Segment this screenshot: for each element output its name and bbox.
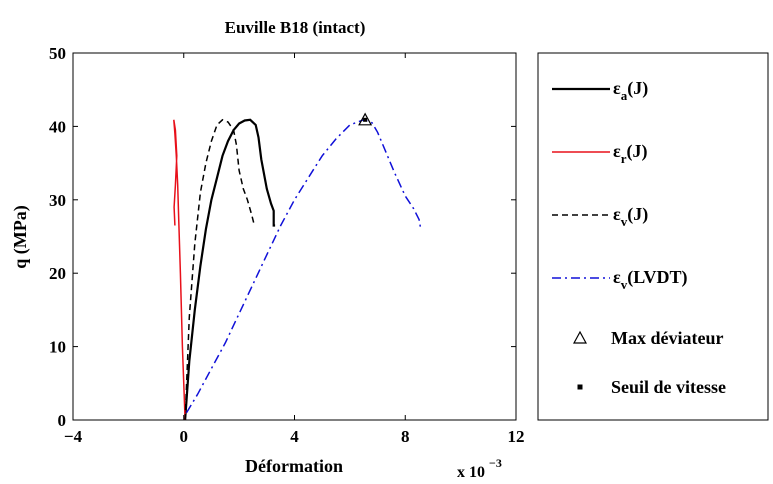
x-axis-label: Déformation (245, 456, 343, 476)
legend-subscript: v (621, 214, 628, 229)
x-tick-label: 8 (401, 427, 410, 446)
x-multiplier-exponent: −3 (489, 456, 502, 470)
legend-subscript: v (621, 277, 628, 292)
legend-symbol: ε (613, 78, 621, 98)
y-tick-label: 30 (49, 191, 66, 210)
legend-symbol: ε (613, 141, 621, 161)
legend-marker-seuil (577, 384, 583, 390)
legend-subscript: a (621, 88, 628, 103)
legend-label-evl: εv(LVDT) (613, 267, 688, 292)
legend-subscript: r (621, 151, 627, 166)
legend-suffix: (J) (627, 204, 648, 225)
x-tick-label: 0 (180, 427, 189, 446)
plot-area (72, 52, 517, 421)
series-line-evl (185, 119, 422, 414)
series-line-ev (184, 118, 256, 421)
x-tick-label: 12 (508, 427, 525, 446)
y-tick-label: 0 (58, 411, 67, 430)
x-tick-label: 4 (290, 427, 299, 446)
legend-symbol: ε (613, 267, 621, 287)
series-line-er (173, 119, 186, 421)
x-tick-label: −4 (64, 427, 83, 446)
y-tick-label: 50 (49, 44, 66, 63)
legend-suffix: (J) (627, 78, 648, 99)
y-tick-label: 10 (49, 338, 66, 357)
legend-label-ea: εa(J) (613, 78, 648, 103)
legend-label-ev: εv(J) (613, 204, 648, 229)
legend: εa(J)εr(J)εv(J)εv(LVDT)Max déviateurSeui… (552, 78, 726, 397)
legend-label-max: Max déviateur (611, 328, 723, 348)
legend-symbol: ε (613, 204, 621, 224)
x-multiplier-base: x 10 (457, 464, 485, 481)
legend-box (537, 52, 769, 421)
legend-suffix: (LVDT) (627, 267, 687, 288)
legend-label-seuil: Seuil de vitesse (611, 377, 726, 397)
y-tick-label: 40 (49, 117, 66, 136)
x-multiplier: x 10 −3 (457, 456, 502, 481)
legend-suffix: (J) (626, 141, 647, 162)
marker-seuil (363, 117, 368, 122)
series-lines (173, 118, 422, 421)
series-line-ea (184, 118, 276, 421)
y-tick-label: 20 (49, 264, 66, 283)
legend-marker-max (572, 330, 588, 344)
legend-label-er: εr(J) (613, 141, 647, 166)
point-markers (358, 112, 373, 126)
chart-title: Euville B18 (intact) (225, 18, 366, 37)
y-axis-label: q (MPa) (10, 205, 31, 268)
marker-max (358, 112, 373, 126)
